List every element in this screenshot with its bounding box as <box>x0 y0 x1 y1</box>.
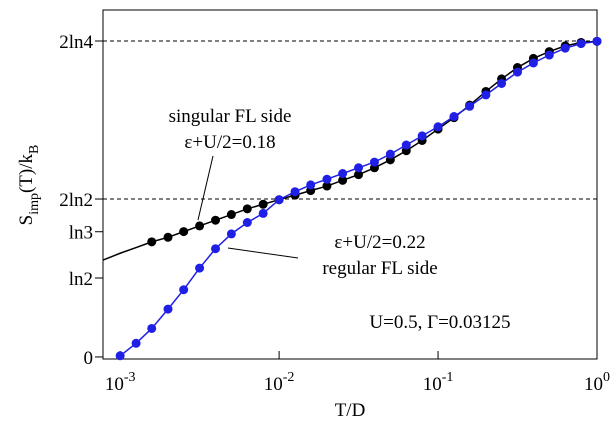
leader-line <box>227 247 299 259</box>
data-point <box>242 204 252 214</box>
y-tick-label: 0 <box>84 348 94 369</box>
y-label-part: S <box>16 215 37 226</box>
data-point <box>258 199 268 209</box>
data-point <box>211 215 221 225</box>
x-tick-exponent: 0 <box>603 370 610 385</box>
annotation: ε+U/2=0.18 <box>184 132 275 153</box>
x-tick-base: 10 <box>264 374 283 395</box>
annotation: U=0.5, Γ=0.03125 <box>369 312 510 333</box>
data-point <box>528 58 538 68</box>
plot-layer <box>95 36 602 361</box>
y-label-subscript: B <box>27 145 42 154</box>
data-point <box>481 90 491 100</box>
data-point <box>369 157 379 167</box>
data-point <box>163 232 173 242</box>
plot-frame <box>102 9 598 360</box>
annotation: singular FL side <box>169 106 292 127</box>
y-tick-label: 2ln4 <box>59 32 93 53</box>
y-label-part: (T)/k <box>16 153 37 193</box>
y-axis-label: Simp(T)/kB <box>16 145 42 226</box>
data-point <box>322 174 332 184</box>
data-point <box>211 244 221 254</box>
data-point <box>401 140 411 150</box>
data-point <box>576 39 586 49</box>
data-point <box>226 229 236 239</box>
data-point <box>274 195 284 205</box>
data-point <box>242 217 252 227</box>
data-point <box>560 43 570 53</box>
data-point <box>465 101 475 111</box>
x-tick-base: 10 <box>423 374 442 395</box>
data-point <box>417 131 427 141</box>
data-point <box>147 323 157 333</box>
x-tick-base: 10 <box>584 374 603 395</box>
data-point <box>226 210 236 220</box>
x-tick-label: 10-1 <box>423 370 454 395</box>
x-tick-label: 100 <box>584 370 610 395</box>
annotation: regular FL side <box>322 258 437 279</box>
y-label-subscript: imp <box>27 193 42 215</box>
data-point <box>544 50 554 60</box>
data-point <box>179 285 189 295</box>
data-point <box>512 67 522 77</box>
x-axis-label: T/D <box>335 400 366 421</box>
data-point <box>306 180 316 190</box>
data-point <box>354 163 364 173</box>
y-tick-label: ln2 <box>69 269 93 290</box>
data-point <box>338 175 348 185</box>
data-point <box>163 304 173 314</box>
x-tick-exponent: -1 <box>442 370 454 385</box>
data-point <box>179 227 189 237</box>
data-point <box>385 149 395 159</box>
data-point <box>195 221 205 231</box>
data-point <box>322 181 332 191</box>
annotation: ε+U/2=0.22 <box>334 232 425 253</box>
x-tick-label: 10-2 <box>264 370 295 395</box>
x-tick-exponent: -2 <box>283 370 295 385</box>
leader-line <box>197 155 214 221</box>
data-point <box>354 170 364 180</box>
series-line <box>102 241 152 261</box>
data-point <box>449 112 459 122</box>
x-tick-exponent: -3 <box>124 370 136 385</box>
y-tick-label: ln3 <box>69 223 93 244</box>
data-point <box>592 36 602 46</box>
data-point <box>115 351 125 361</box>
data-point <box>497 78 507 88</box>
data-point <box>433 122 443 132</box>
x-tick-label: 10-3 <box>105 370 136 395</box>
x-tick-base: 10 <box>105 374 124 395</box>
data-point <box>258 208 268 218</box>
data-point <box>195 263 205 273</box>
data-point <box>131 338 141 348</box>
y-tick-label: 2ln2 <box>59 190 93 211</box>
data-point <box>338 169 348 179</box>
data-point <box>290 187 300 197</box>
